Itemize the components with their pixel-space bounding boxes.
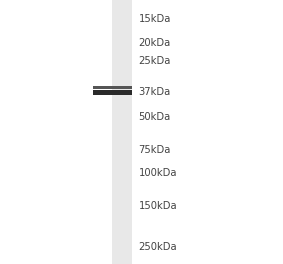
Text: 75kDa: 75kDa	[139, 145, 171, 155]
Text: 250kDa: 250kDa	[139, 242, 177, 252]
Text: 50kDa: 50kDa	[139, 112, 171, 122]
Text: 37kDa: 37kDa	[139, 87, 171, 97]
Text: 15kDa: 15kDa	[139, 15, 171, 25]
Text: 100kDa: 100kDa	[139, 168, 177, 178]
Text: 25kDa: 25kDa	[139, 56, 171, 66]
Text: 20kDa: 20kDa	[139, 38, 171, 48]
Bar	[93, 86, 132, 89]
Text: 150kDa: 150kDa	[139, 201, 177, 211]
Bar	[112, 0, 132, 264]
Bar	[93, 90, 132, 95]
